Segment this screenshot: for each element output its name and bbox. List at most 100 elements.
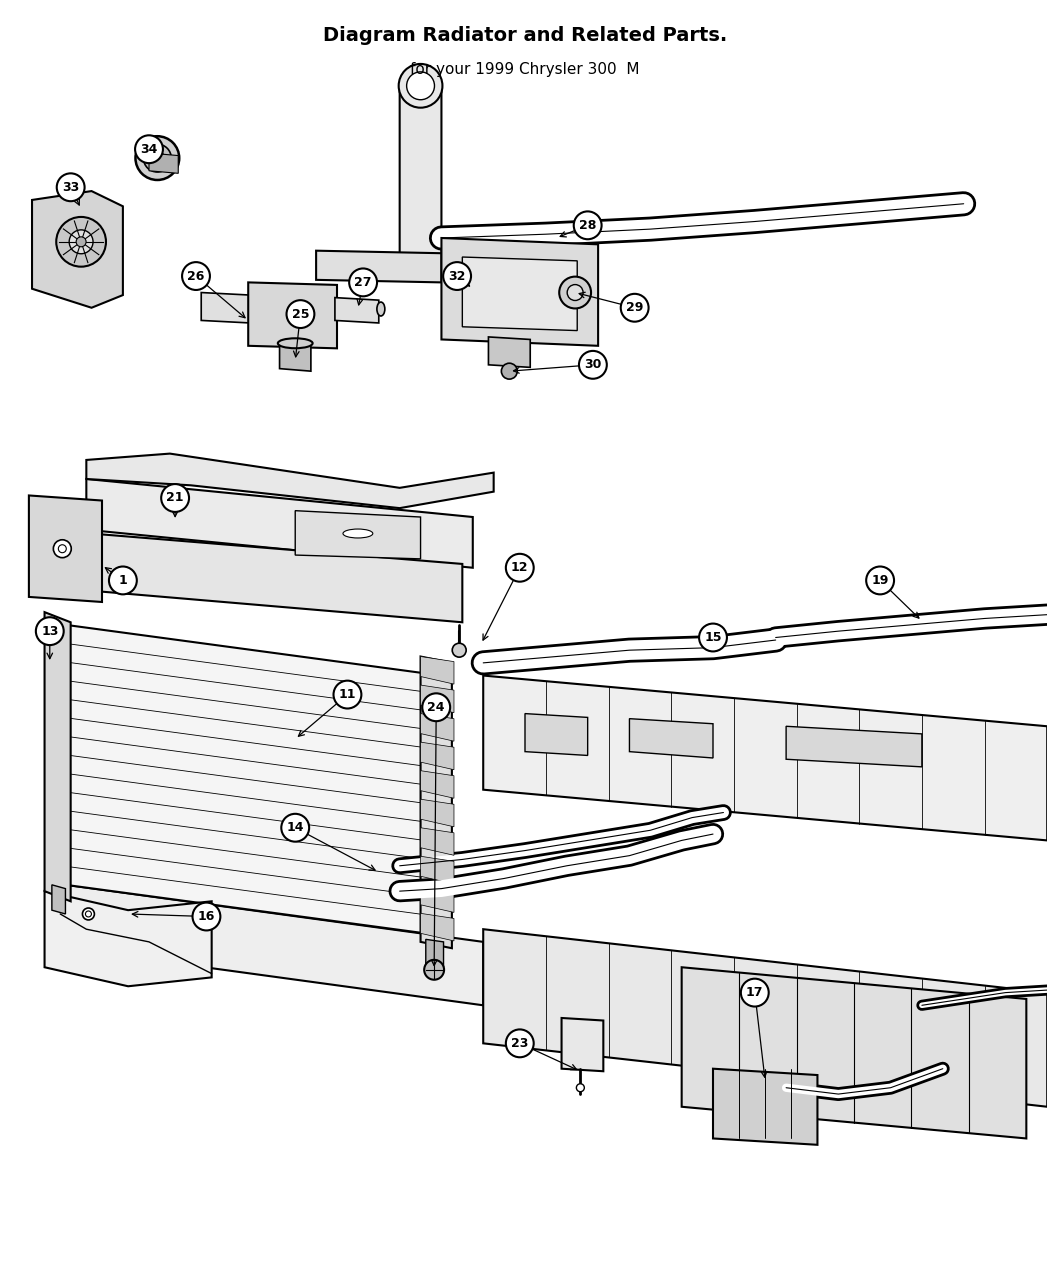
Polygon shape	[483, 929, 1047, 1107]
Circle shape	[144, 144, 171, 172]
Text: 21: 21	[166, 491, 184, 505]
Polygon shape	[149, 153, 179, 173]
Circle shape	[567, 284, 583, 301]
Text: 15: 15	[705, 631, 721, 644]
Polygon shape	[421, 657, 452, 949]
Polygon shape	[421, 799, 454, 826]
Polygon shape	[86, 454, 494, 509]
Circle shape	[422, 694, 450, 722]
Circle shape	[424, 960, 444, 979]
Text: 23: 23	[511, 1037, 528, 1049]
Circle shape	[443, 263, 471, 289]
Polygon shape	[421, 857, 454, 884]
Ellipse shape	[377, 302, 385, 316]
Circle shape	[59, 544, 66, 552]
Polygon shape	[426, 940, 443, 968]
Circle shape	[576, 1084, 585, 1091]
Circle shape	[699, 623, 727, 652]
Circle shape	[54, 539, 71, 557]
Polygon shape	[86, 479, 472, 567]
Polygon shape	[483, 676, 1047, 840]
Text: 24: 24	[427, 701, 445, 714]
Circle shape	[406, 71, 435, 99]
Circle shape	[109, 566, 136, 594]
Polygon shape	[295, 511, 421, 558]
Polygon shape	[562, 1017, 604, 1071]
Circle shape	[506, 1029, 533, 1057]
Polygon shape	[421, 685, 454, 713]
Polygon shape	[713, 1068, 818, 1145]
Text: Diagram Radiator and Related Parts.: Diagram Radiator and Related Parts.	[323, 26, 727, 45]
Polygon shape	[421, 657, 454, 685]
Circle shape	[579, 351, 607, 379]
Polygon shape	[421, 913, 454, 941]
Circle shape	[287, 300, 314, 328]
Circle shape	[135, 136, 180, 180]
Text: for your 1999 Chrysler 300  M: for your 1999 Chrysler 300 M	[411, 61, 639, 76]
Text: 19: 19	[872, 574, 888, 586]
Polygon shape	[202, 292, 250, 323]
Circle shape	[502, 363, 518, 379]
Circle shape	[741, 979, 769, 1006]
Polygon shape	[335, 297, 379, 323]
Polygon shape	[421, 770, 454, 798]
Ellipse shape	[343, 529, 373, 538]
Circle shape	[573, 212, 602, 240]
Polygon shape	[421, 885, 454, 913]
Circle shape	[135, 135, 163, 163]
Polygon shape	[488, 337, 530, 367]
Polygon shape	[441, 238, 598, 346]
Polygon shape	[44, 612, 70, 901]
Circle shape	[69, 230, 93, 254]
Text: 26: 26	[187, 269, 205, 283]
Polygon shape	[421, 742, 454, 770]
Circle shape	[866, 566, 894, 594]
Text: 29: 29	[626, 301, 644, 314]
Polygon shape	[32, 191, 123, 307]
Circle shape	[334, 681, 361, 709]
Text: 33: 33	[62, 181, 80, 194]
Polygon shape	[681, 968, 1026, 1139]
Circle shape	[192, 903, 220, 931]
Circle shape	[57, 173, 85, 201]
Circle shape	[350, 269, 377, 296]
Polygon shape	[421, 827, 454, 856]
Text: 17: 17	[747, 986, 763, 1000]
Polygon shape	[65, 885, 483, 1005]
Ellipse shape	[278, 338, 313, 348]
Polygon shape	[44, 891, 212, 987]
Text: 34: 34	[141, 143, 158, 156]
Polygon shape	[51, 885, 65, 914]
Text: 12: 12	[511, 561, 528, 574]
Circle shape	[621, 293, 649, 321]
Polygon shape	[279, 343, 311, 371]
Polygon shape	[421, 714, 454, 741]
Text: 30: 30	[584, 358, 602, 371]
Circle shape	[399, 64, 442, 107]
Text: 28: 28	[579, 219, 596, 232]
Text: 16: 16	[197, 910, 215, 923]
Polygon shape	[65, 625, 441, 936]
Circle shape	[150, 152, 164, 164]
Circle shape	[453, 643, 466, 657]
Polygon shape	[316, 251, 441, 282]
Polygon shape	[462, 258, 578, 330]
Polygon shape	[629, 719, 713, 757]
Polygon shape	[29, 496, 102, 602]
Polygon shape	[786, 727, 922, 766]
Text: 14: 14	[287, 821, 303, 834]
Text: 13: 13	[41, 625, 59, 638]
Circle shape	[57, 217, 106, 266]
Polygon shape	[248, 282, 337, 348]
Text: 27: 27	[354, 275, 372, 289]
Polygon shape	[525, 714, 588, 756]
Circle shape	[560, 277, 591, 309]
Text: 25: 25	[292, 307, 309, 320]
Circle shape	[506, 553, 533, 581]
Circle shape	[85, 912, 91, 917]
Circle shape	[36, 617, 64, 645]
Circle shape	[281, 813, 309, 842]
Circle shape	[77, 237, 86, 247]
Circle shape	[83, 908, 94, 921]
Polygon shape	[44, 529, 462, 622]
